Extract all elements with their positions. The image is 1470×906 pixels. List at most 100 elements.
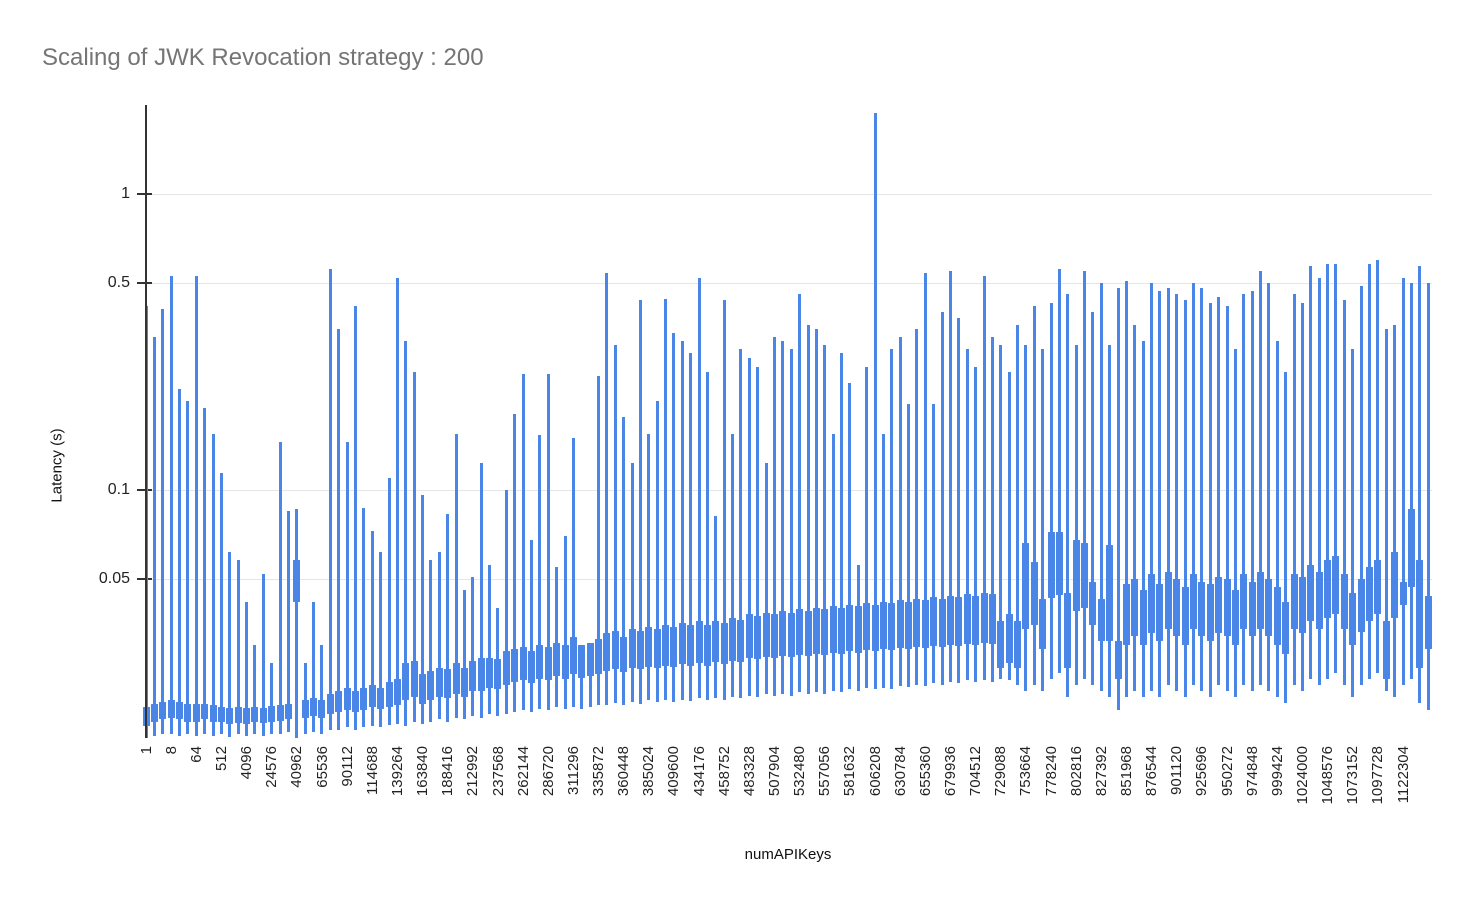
- candlestick-body: [393, 678, 401, 705]
- x-tick-label: 483328: [740, 746, 758, 797]
- candlestick-whisker: [236, 560, 240, 734]
- candlestick-whisker: [865, 367, 869, 688]
- candlestick-body: [913, 598, 921, 647]
- candlestick-whisker: [1183, 299, 1187, 697]
- candlestick-body: [1365, 566, 1373, 622]
- candlestick-body: [678, 623, 686, 665]
- candlestick-whisker: [1351, 348, 1355, 697]
- candlestick-body: [1298, 576, 1306, 633]
- candlestick-body: [1005, 614, 1013, 664]
- candlestick-whisker: [387, 477, 391, 726]
- candlestick-whisker: [1200, 288, 1204, 691]
- candlestick-body: [1198, 581, 1206, 637]
- candlestick-body: [628, 628, 636, 669]
- candlestick-body: [838, 607, 846, 654]
- candlestick-whisker: [379, 551, 383, 728]
- candlestick-body: [1324, 560, 1332, 618]
- candlestick-body: [1156, 584, 1164, 641]
- candlestick-whisker: [504, 490, 508, 715]
- y-axis-line: [145, 105, 147, 738]
- candlestick-body: [653, 628, 661, 669]
- candlestick-body: [1039, 598, 1047, 650]
- x-tick-label: 557056: [816, 746, 834, 797]
- x-tick-label: 335872: [590, 746, 607, 797]
- candlestick-body: [712, 620, 720, 663]
- candlestick-body: [812, 607, 820, 654]
- x-tick-label: 114688: [363, 746, 381, 795]
- candlestick-whisker: [462, 589, 466, 720]
- candlestick-body: [829, 606, 837, 653]
- candlestick-whisker: [1007, 372, 1011, 680]
- candlestick-body: [1190, 574, 1197, 629]
- candlestick-body: [729, 617, 737, 661]
- candlestick-whisker: [831, 433, 835, 691]
- candlestick-whisker: [203, 407, 207, 734]
- candlestick-body: [410, 660, 418, 697]
- candlestick-whisker: [412, 372, 416, 722]
- candlestick-body: [536, 644, 544, 679]
- x-tick-label: 8: [162, 746, 180, 755]
- candlestick-whisker: [814, 329, 818, 692]
- candlestick-whisker: [521, 374, 525, 711]
- x-tick-label: 876544: [1143, 746, 1161, 797]
- candlestick-whisker: [881, 433, 885, 688]
- candlestick-body: [1223, 579, 1231, 637]
- x-tick-label: 90112: [338, 746, 356, 787]
- candlestick-body: [1424, 595, 1432, 650]
- candlestick-body: [352, 690, 359, 712]
- candlestick-body: [1047, 532, 1055, 599]
- candlestick-whisker: [597, 376, 601, 705]
- x-axis-title: numAPIKeys: [744, 846, 832, 863]
- candlestick-whisker: [705, 372, 709, 701]
- candlestick-whisker: [429, 560, 433, 722]
- x-tick-label: 704512: [967, 746, 985, 797]
- x-tick-label: 237568: [489, 746, 507, 797]
- candlestick-whisker: [1091, 311, 1095, 685]
- candlestick-body: [1064, 592, 1072, 669]
- y-tick-mark: [137, 193, 152, 195]
- candlestick-whisker: [1409, 283, 1413, 679]
- candlestick-whisker: [555, 566, 559, 707]
- candlestick-whisker: [638, 299, 642, 704]
- candlestick-whisker: [1041, 348, 1045, 691]
- candlestick-body: [578, 644, 586, 678]
- x-tick-label: 409600: [665, 746, 683, 797]
- candlestick-whisker: [312, 601, 316, 733]
- candlestick-whisker: [1426, 283, 1430, 711]
- x-tick-label: 1024000: [1293, 746, 1311, 805]
- candlestick-whisker: [1376, 259, 1380, 674]
- candlestick-body: [192, 703, 200, 722]
- candlestick-whisker: [1074, 344, 1078, 685]
- candlestick-whisker: [1367, 264, 1371, 679]
- candlestick-body: [754, 616, 762, 660]
- candlestick-body: [553, 642, 561, 677]
- candlestick-body: [804, 611, 812, 656]
- x-tick-label: 655360: [916, 746, 934, 797]
- x-tick-label: 4096: [238, 746, 256, 780]
- candlestick-whisker: [915, 329, 919, 685]
- candlestick-body: [720, 623, 728, 665]
- candlestick-whisker: [1384, 329, 1388, 691]
- candlestick-whisker: [1024, 344, 1028, 691]
- x-tick-label: 139264: [388, 746, 406, 797]
- candlestick-whisker: [1208, 302, 1212, 697]
- candlestick-body: [276, 704, 284, 721]
- candlestick-body: [318, 700, 326, 718]
- candlestick-whisker: [1250, 291, 1254, 691]
- candlestick-body: [469, 660, 477, 691]
- candlestick-whisker: [337, 329, 341, 730]
- candlestick-body: [1055, 532, 1063, 596]
- candlestick-whisker: [630, 463, 634, 703]
- candlestick-whisker: [194, 275, 198, 737]
- candlestick-whisker: [295, 509, 299, 739]
- candlestick-body: [1206, 584, 1214, 641]
- candlestick-whisker: [571, 437, 575, 707]
- candlestick-whisker: [840, 353, 844, 692]
- x-tick-label: 802816: [1067, 746, 1085, 797]
- candlestick-whisker: [789, 348, 793, 696]
- candlestick-body: [1340, 574, 1348, 629]
- candlestick-body: [301, 700, 309, 718]
- candlestick-whisker: [1032, 305, 1036, 685]
- candlestick-whisker: [823, 344, 827, 694]
